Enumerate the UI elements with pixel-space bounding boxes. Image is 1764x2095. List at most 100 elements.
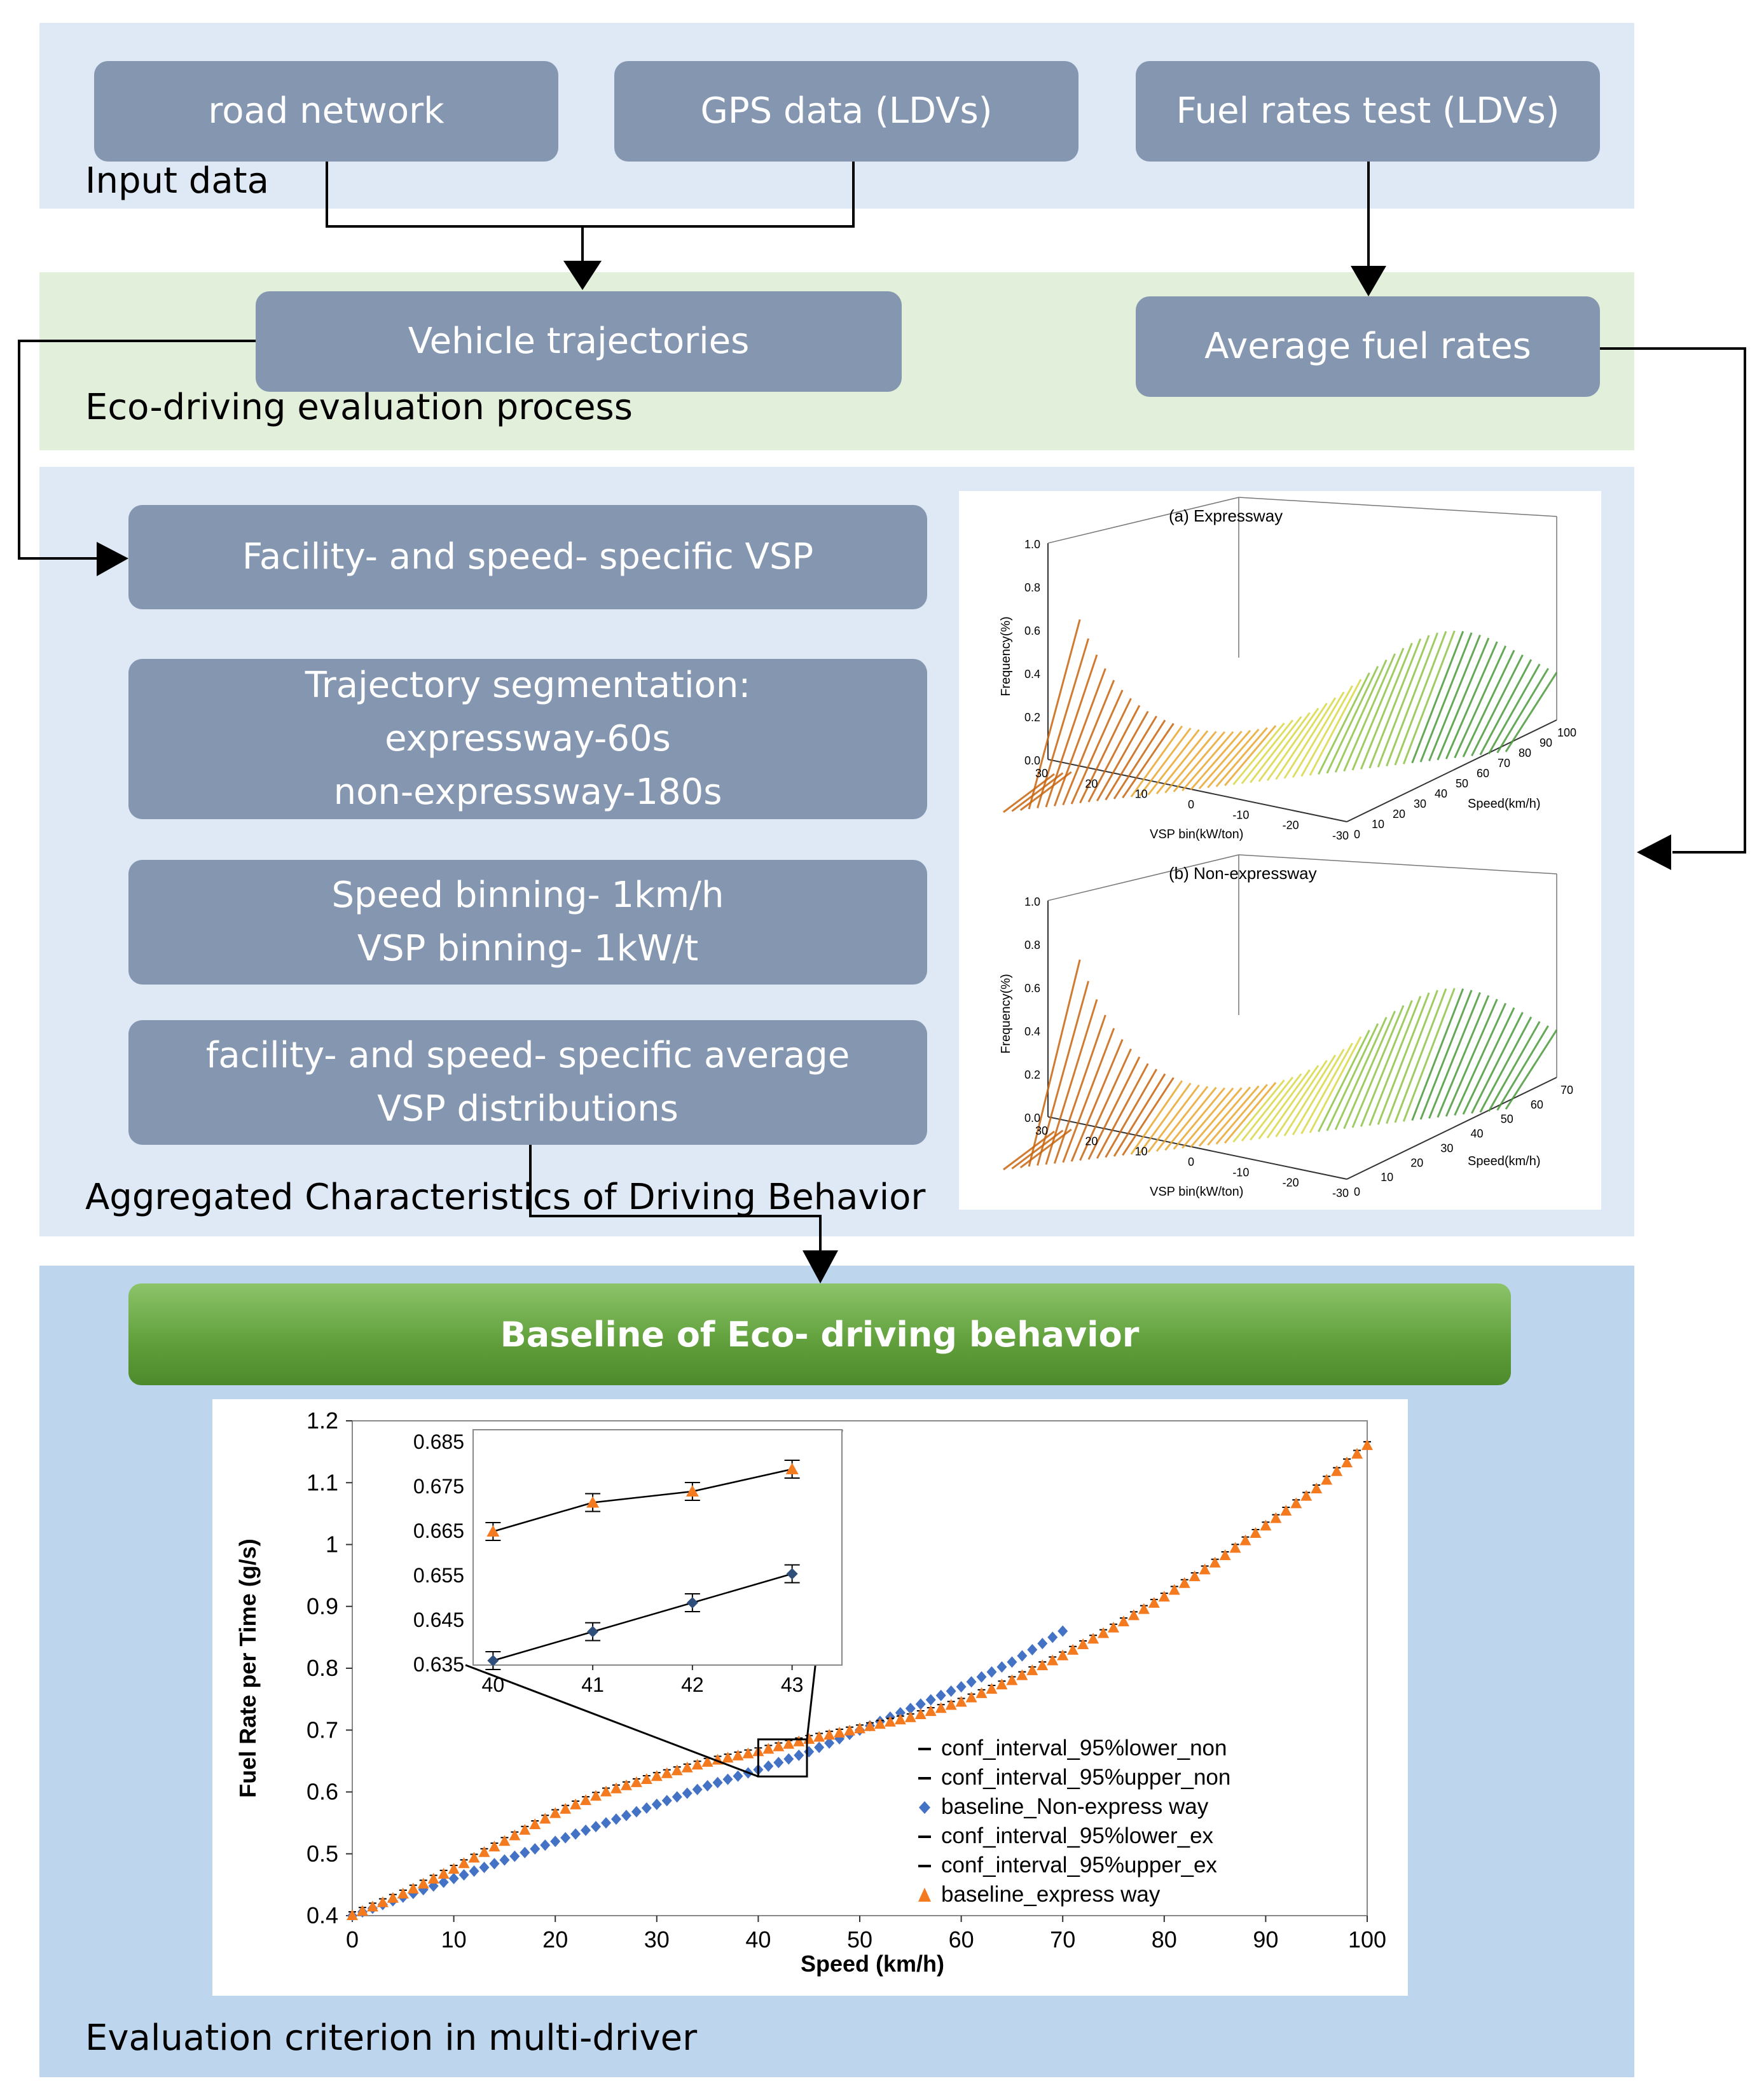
marker-express [935,1702,947,1713]
road-network-box: road network [94,61,558,162]
marker-express [590,1790,602,1801]
surface-rib [1411,988,1464,1121]
surface-rib [1028,619,1081,810]
marker-express [1209,1556,1221,1568]
vsp-distributions-line2: VSP distributions [377,1088,679,1130]
speed-tick-label: 10 [1381,1171,1393,1184]
marker-non-express [692,1783,703,1795]
marker-non-express [702,1780,713,1792]
surface-rib [1487,663,1541,754]
marker-express [610,1782,622,1794]
inset-line [493,1573,792,1662]
marker-express [1189,1570,1201,1582]
binning-box: Speed binning- 1km/h VSP binning- 1kW/t [128,860,927,985]
marker-non-express [966,1676,977,1688]
surface-rib [1062,679,1115,806]
inset-marker-non-express [487,1655,499,1666]
marker-non-express [905,1703,916,1715]
vsp-tick-label: -10 [1232,1166,1249,1179]
surface-plot-title: (a) Expressway [1169,506,1283,525]
z-tick-label: 0.0 [1024,754,1040,767]
marker-non-express [895,1707,906,1719]
box-edge [1047,497,1239,544]
fuel-rates-test-label: Fuel rates test (LDVs) [1176,90,1560,132]
z-tick-label: 1.0 [1024,538,1040,551]
x-axis-title: Speed (km/h) [801,1951,944,1977]
marker-express [580,1794,592,1806]
marker-non-express [520,1846,530,1858]
speed-tick-label: 20 [1410,1156,1423,1169]
trajectory-segmentation-line1: Trajectory segmentation: [305,665,751,706]
marker-express [742,1747,754,1759]
surface-rib [1368,995,1422,1126]
marker-express [722,1752,734,1763]
surface-rib [1471,1012,1524,1114]
box-edge [1238,854,1557,875]
surface-rib [1079,698,1132,804]
speed-tick-label: 70 [1498,757,1510,770]
marker-express [1199,1563,1211,1575]
zoom-connector [465,1664,759,1778]
surface-rib [1309,679,1362,776]
marker-express [417,1877,429,1889]
marker-express [560,1802,572,1814]
marker-express [1351,1448,1363,1459]
marker-express [366,1900,378,1912]
marker-express [376,1896,389,1907]
surface-rib [1070,1039,1124,1162]
marker-express [701,1755,713,1767]
marker-express [1037,1659,1049,1671]
surface-rib [1402,630,1456,764]
inset-marker-express [586,1496,600,1508]
vsp-axis-title: VSP bin(kW/ton) [1150,827,1243,841]
vsp-distributions-box: facility- and speed- specific average VS… [128,1020,927,1145]
vsp-tick-label: 10 [1135,1145,1148,1158]
marker-express [1016,1669,1028,1680]
marker-express [1270,1512,1282,1523]
speed-tick-label: 50 [1456,777,1468,790]
surface-rib [1207,1085,1260,1146]
marker-non-express [1017,1650,1028,1662]
marker-non-express [509,1850,520,1862]
marker-express [448,1863,460,1874]
surface-rib [1028,959,1081,1167]
surface-rib [1182,731,1234,792]
marker-express [834,1726,846,1738]
marker-non-express [651,1798,662,1810]
y-tick-label: 1.1 [307,1469,338,1495]
surface-rib [1454,645,1507,759]
surface-rib [1173,731,1225,792]
surface-rib [1019,771,1072,811]
surface-rib [1275,1060,1328,1138]
inset-x-tick-label: 40 [482,1673,505,1696]
vehicle-trajectories-box: Vehicle trajectories [256,291,902,392]
marker-express [803,1732,815,1744]
evaluation-label: Evaluation criterion in multi-driver [85,2017,698,2059]
surface-rib [1283,697,1337,779]
surface-rib [1428,992,1481,1119]
surface-rib [1454,1002,1507,1116]
inset-y-tick-label: 0.655 [413,1564,464,1587]
marker-express [1219,1549,1231,1561]
vehicle-trajectories-label: Vehicle trajectories [408,321,750,362]
surface-rib [1377,635,1430,768]
surface-rib [1241,719,1294,784]
vsp-tick-label: -10 [1232,808,1249,821]
marker-express [1229,1542,1241,1553]
marker-express [691,1759,703,1770]
surface-rib [1394,988,1447,1123]
marker-express [519,1823,531,1835]
inset-frame [472,1429,843,1666]
vsp-tick-label: 0 [1188,1156,1194,1168]
z-tick-label: 0.4 [1024,1025,1040,1038]
speed-tick-label: 30 [1414,798,1426,810]
marker-express [570,1798,582,1809]
road-network-label: road network [208,90,444,132]
surface-rib [1471,654,1524,757]
surface-rib [1496,668,1549,754]
z-axis-title: Frequency(%) [999,616,1013,696]
baseline-title: Baseline of Eco- driving behavior [500,1314,1140,1355]
marker-express [1098,1627,1110,1638]
marker-express [1087,1633,1099,1644]
vsp-axis-line [1047,759,1347,822]
